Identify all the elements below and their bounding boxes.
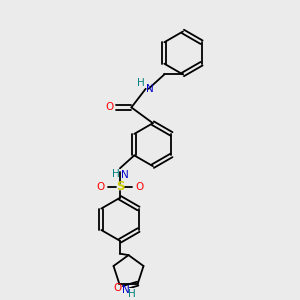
- Text: O: O: [96, 182, 104, 192]
- Text: N: N: [146, 84, 154, 94]
- Text: O: O: [136, 182, 144, 192]
- Text: O: O: [113, 283, 122, 293]
- Text: N: N: [122, 285, 129, 295]
- Text: H: H: [136, 78, 144, 88]
- Text: S: S: [116, 180, 124, 194]
- Text: O: O: [105, 102, 114, 112]
- Text: H: H: [112, 169, 119, 179]
- Text: N: N: [122, 170, 129, 180]
- Text: H: H: [128, 289, 136, 299]
